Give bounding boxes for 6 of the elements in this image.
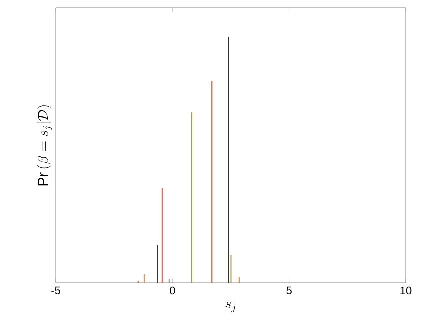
x-tick-label: 0 (170, 286, 176, 295)
y-axis-title: $\mathrm{Pr}\left(\beta=s_j|\mathcal{D}\right)$ (37, 106, 52, 186)
x-tick-label: 5 (286, 286, 292, 294)
x-tick-label: 10 (400, 286, 412, 295)
x-axis-title: $s_j$ (226, 302, 236, 312)
x-tick-label: -5 (52, 286, 60, 294)
